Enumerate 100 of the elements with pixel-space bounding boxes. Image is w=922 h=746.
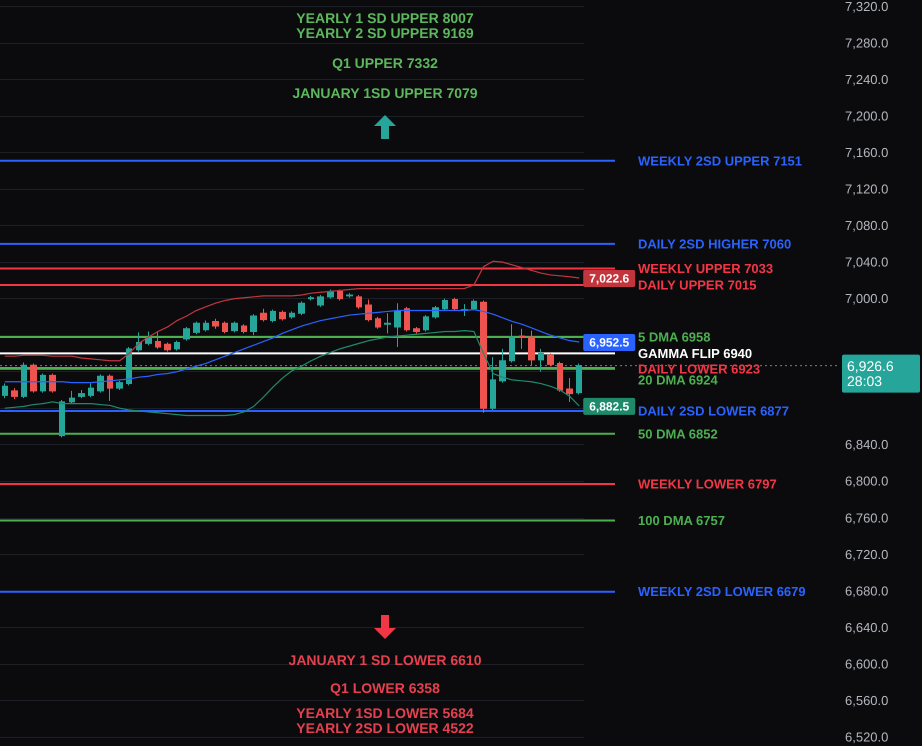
y-tick-label: 6,640.0 <box>845 620 888 635</box>
candlestick <box>231 320 238 333</box>
annotation: JANUARY 1 SD LOWER 6610 <box>288 652 482 668</box>
candlestick <box>308 295 314 301</box>
ref-line-label: 100 DMA 6757 <box>638 513 725 528</box>
candlestick <box>193 320 200 335</box>
candlestick <box>260 308 267 322</box>
ref-line-label: WEEKLY UPPER 7033 <box>638 261 774 276</box>
ref-line-label: WEEKLY LOWER 6797 <box>638 476 777 492</box>
candlestick <box>279 310 286 322</box>
annotation: JANUARY 1SD UPPER 7079 <box>292 85 478 101</box>
candlestick <box>384 312 391 334</box>
candlestick <box>528 330 535 366</box>
candlestick <box>576 362 582 396</box>
candlestick <box>40 373 46 394</box>
y-tick-label: 6,560.0 <box>845 692 888 708</box>
ref-line-label: DAILY UPPER 7015 <box>638 277 757 292</box>
annotation: YEARLY 1 SD UPPER 8007 <box>296 10 474 26</box>
candlestick <box>222 320 228 334</box>
y-tick-label: 7,320.0 <box>845 0 888 14</box>
candlestick <box>241 324 247 334</box>
candlestick <box>423 314 429 332</box>
line-series <box>4 309 580 384</box>
data-label: 6,882.5 <box>589 399 630 414</box>
y-tick-label: 6,760.0 <box>845 510 888 526</box>
candlestick <box>164 342 171 352</box>
y-tick-label: 6,720.0 <box>845 546 888 562</box>
y-tick-label: 6,680.0 <box>845 583 888 598</box>
candlestick <box>88 383 94 398</box>
annotation: YEARLY 2 SD UPPER 9169 <box>296 25 474 41</box>
line-series <box>4 330 580 416</box>
candlestick <box>557 361 563 392</box>
candlestick <box>59 399 65 438</box>
candlestick <box>480 300 487 414</box>
data-label: 6,952.5 <box>589 336 630 350</box>
y-tick-label: 6,840.0 <box>845 437 888 452</box>
candlestick <box>499 348 506 384</box>
candlestick <box>107 374 113 402</box>
candlestick <box>519 328 525 350</box>
candlestick <box>442 298 448 312</box>
y-tick-label: 7,080.0 <box>845 218 888 234</box>
candlestick <box>356 294 362 310</box>
y-tick-label: 6,520.0 <box>845 729 888 744</box>
candlestick <box>21 362 27 399</box>
annotation: YEARLY 2SD LOWER 4522 <box>296 720 474 736</box>
candlestick <box>2 383 8 399</box>
candlestick <box>212 318 219 330</box>
ref-line-label: DAILY 2SD HIGHER 7060 <box>638 236 792 252</box>
y-tick-label: 7,040.0 <box>845 254 888 270</box>
candlestick <box>30 362 37 394</box>
candlestick <box>490 356 496 411</box>
data-label: 7,022.6 <box>589 272 630 286</box>
candlestick <box>547 352 554 367</box>
y-tick-label: 7,120.0 <box>845 182 888 197</box>
y-tick-label: 6,800.0 <box>845 474 888 489</box>
y-tick-label: 7,160.0 <box>845 145 888 160</box>
ref-line-label: WEEKLY 2SD LOWER 6679 <box>638 584 806 600</box>
candlestick <box>155 332 161 350</box>
candlestick <box>270 309 276 323</box>
annotation: Q1 UPPER 7332 <box>332 55 438 71</box>
ref-line-label: 6,926.6 28:03 <box>847 358 894 390</box>
candlestick <box>183 326 190 342</box>
line-series <box>4 260 580 362</box>
candlestick <box>174 340 180 352</box>
ref-line-label: 50 DMA 6852 <box>638 426 718 442</box>
candlestick <box>452 297 458 312</box>
candlestick <box>394 302 401 348</box>
candlestick <box>126 346 132 386</box>
candlestick <box>471 299 477 312</box>
ref-line-label: 5 DMA 6958 <box>638 329 710 344</box>
candlestick <box>203 320 209 332</box>
candlestick <box>49 373 56 394</box>
candlestick <box>404 306 410 332</box>
y-tick-label: 7,200.0 <box>845 108 888 124</box>
candlestick <box>337 289 343 301</box>
candlestick <box>346 292 353 298</box>
candlestick <box>566 378 573 402</box>
candlestick <box>116 380 123 390</box>
candlestick <box>97 374 104 394</box>
candlestick <box>509 324 515 364</box>
candlestick <box>145 331 152 346</box>
y-tick-label: 7,000.0 <box>845 291 888 306</box>
y-tick-label: 7,280.0 <box>845 36 888 51</box>
candlestick <box>317 294 324 308</box>
candlestick <box>69 390 75 404</box>
candlestick <box>78 389 85 399</box>
y-tick-label: 6,600.0 <box>845 656 888 672</box>
ref-line-label: WEEKLY 2SD UPPER 7151 <box>638 153 802 168</box>
candlestick <box>538 348 544 372</box>
y-tick-label: 7,240.0 <box>845 72 888 88</box>
candlestick <box>289 310 295 320</box>
candlestick <box>365 299 372 322</box>
candlestick <box>375 316 381 330</box>
candlestick <box>413 326 420 334</box>
candlestick <box>250 314 257 336</box>
ref-line-label: GAMMA FLIP 6940 <box>638 346 752 361</box>
annotation: Q1 LOWER 6358 <box>330 680 440 696</box>
candlestick <box>432 305 439 320</box>
candlestick <box>298 300 305 316</box>
candlestick <box>11 388 18 400</box>
